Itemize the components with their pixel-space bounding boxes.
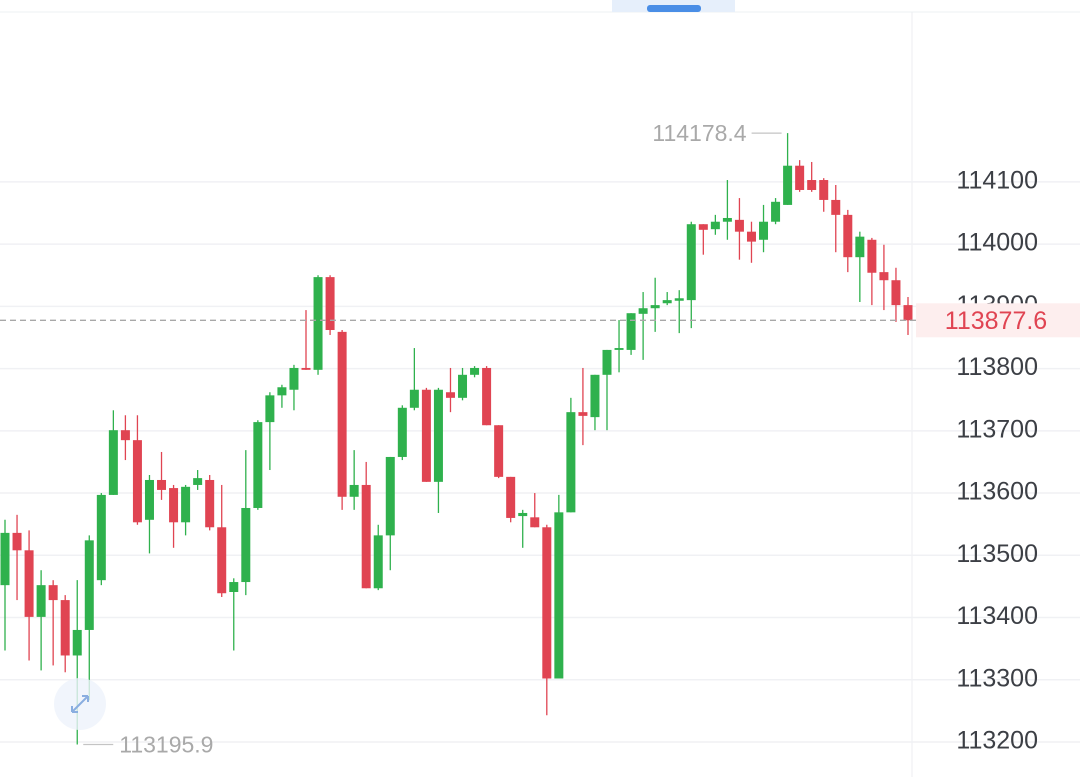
candle-body	[265, 395, 275, 423]
candle-body	[566, 412, 576, 513]
candle-body	[771, 201, 781, 222]
candle-body	[169, 488, 179, 523]
candle-body	[385, 456, 395, 536]
candle-body	[626, 313, 636, 350]
candle-body	[0, 532, 10, 586]
candle-body	[96, 494, 106, 581]
candle-body	[867, 239, 877, 273]
candle-body	[397, 407, 407, 457]
candle-body	[578, 412, 588, 416]
candle-body	[795, 165, 805, 190]
candle-body	[36, 585, 46, 617]
y-tick-label: 113300	[956, 664, 1038, 692]
plot: 113200 113300 113400 113500 113600 113700 1138…	[0, 120, 1080, 758]
candle-body	[193, 478, 203, 485]
candle-body	[361, 484, 371, 589]
candle-body	[337, 331, 347, 497]
last-price-tag	[916, 303, 1080, 338]
candle-body	[433, 389, 443, 482]
candle-body	[470, 367, 480, 375]
candle-body	[482, 367, 492, 426]
candle-body	[710, 221, 720, 230]
candle-body	[674, 298, 684, 301]
candle-body	[530, 517, 540, 528]
candle-body	[24, 550, 34, 617]
candle-body	[590, 374, 600, 418]
candle-body	[662, 300, 672, 304]
candle-body	[108, 430, 118, 495]
candle-body	[759, 221, 769, 240]
candle-body	[205, 479, 215, 528]
candle-body	[458, 374, 468, 398]
candle-body	[301, 367, 311, 370]
y-tick-label: 114000	[956, 229, 1038, 257]
candle-body	[84, 540, 94, 630]
candle-body	[313, 277, 323, 370]
low-label: 113195.9	[119, 732, 213, 758]
candle-body	[229, 582, 239, 592]
candle-body	[783, 165, 793, 205]
candle-body	[409, 389, 419, 408]
y-tick-label: 113200	[956, 727, 1038, 755]
candle-body	[217, 527, 227, 594]
candle-body	[289, 367, 299, 390]
candle-body	[855, 236, 865, 258]
y-tick-label: 113500	[956, 540, 1038, 568]
candle-body	[241, 507, 251, 583]
candle-body	[421, 389, 431, 482]
candle-body	[686, 224, 696, 301]
candle-body	[722, 217, 732, 222]
candle-body	[903, 305, 913, 321]
candle-body	[554, 512, 564, 679]
y-tick-label: 113400	[956, 602, 1038, 630]
candle-body	[843, 214, 853, 258]
candle-body	[602, 349, 612, 375]
candle-body	[277, 387, 287, 396]
candle-body	[614, 348, 624, 350]
high-label: 114178.4	[652, 120, 746, 146]
candle-body	[60, 600, 70, 656]
candle-body	[325, 277, 335, 331]
last-price-label: 113877.6	[945, 307, 1047, 335]
candle-body	[831, 199, 841, 215]
candle-body	[506, 476, 516, 518]
candle-body	[746, 231, 756, 242]
candle-body	[72, 629, 82, 656]
candle-body	[373, 535, 383, 589]
candle-body	[542, 527, 552, 679]
top-tab-pill	[647, 5, 701, 12]
candle-body	[819, 180, 829, 200]
candle-body	[253, 422, 263, 508]
y-tick-label: 113800	[956, 353, 1038, 381]
zoom-icon	[71, 695, 89, 713]
candle-body	[157, 479, 167, 490]
candle-body	[181, 486, 191, 523]
candle-body	[807, 180, 817, 190]
candle-body	[445, 392, 455, 398]
candle-body	[12, 532, 22, 551]
candle-body	[638, 308, 648, 314]
candle-body	[879, 272, 889, 281]
candle-body	[349, 484, 359, 497]
candle-body	[698, 224, 708, 230]
candle-body	[132, 440, 142, 523]
candle-body	[734, 219, 744, 232]
y-tick-label: 114100	[956, 167, 1038, 195]
candle-body	[48, 585, 58, 601]
candle-body	[518, 512, 528, 517]
candle-body	[144, 479, 154, 520]
y-tick-label: 113600	[956, 478, 1038, 506]
candle-body	[120, 430, 130, 441]
candle-body	[494, 425, 504, 477]
y-tick-label: 113700	[956, 415, 1038, 443]
candle-body	[650, 305, 660, 309]
candle-body	[891, 280, 901, 306]
